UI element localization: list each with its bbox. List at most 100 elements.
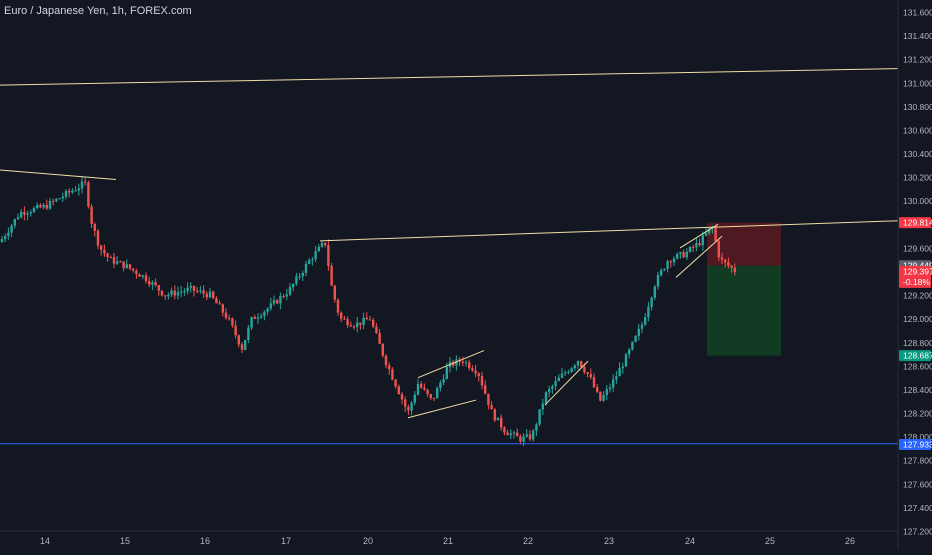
candle-down: [276, 300, 279, 304]
x-tick-label: 23: [604, 536, 614, 546]
candle-up: [4, 236, 7, 240]
candle-up: [186, 287, 189, 292]
candle-down: [192, 285, 196, 291]
candle-down: [144, 275, 148, 282]
candle-down: [68, 191, 71, 193]
candle-up: [666, 261, 669, 269]
candle-up: [615, 376, 618, 380]
trend-line[interactable]: [0, 169, 117, 180]
candle-down: [480, 375, 484, 386]
y-tick-label: 129.600: [903, 243, 932, 253]
trend-line[interactable]: [675, 235, 723, 278]
candle-up: [701, 235, 704, 246]
candle-up: [272, 300, 276, 304]
candle-up: [573, 365, 576, 369]
candle-up: [42, 205, 45, 208]
candle-up: [656, 275, 660, 287]
candle-up: [244, 339, 247, 350]
candle-down: [493, 409, 496, 421]
price-badge-value: 128.687: [903, 351, 932, 361]
trend-line[interactable]: [407, 399, 477, 419]
candle-down: [87, 182, 90, 207]
candle-up: [653, 286, 656, 298]
candle-up: [455, 359, 458, 366]
candle-down: [135, 270, 138, 275]
candle-up: [522, 436, 525, 442]
price-badge-current: [899, 265, 931, 288]
take-profit-zone[interactable]: [707, 265, 781, 356]
trend-line[interactable]: [679, 223, 719, 249]
x-tick-label: 16: [200, 536, 210, 546]
candle-up: [439, 382, 442, 389]
candle-down: [160, 290, 164, 296]
trend-line[interactable]: [417, 350, 485, 379]
trend-line[interactable]: [544, 360, 589, 406]
candle-up: [685, 251, 688, 258]
candle-down: [237, 335, 240, 345]
candle-down: [429, 394, 432, 398]
candle-down: [23, 211, 26, 215]
candle-down: [221, 304, 224, 313]
price-badge-support: [899, 439, 931, 451]
y-tick-label: 129.200: [903, 291, 932, 301]
candle-up: [308, 260, 311, 264]
x-tick-label: 20: [363, 536, 373, 546]
candle-down: [404, 399, 407, 407]
candle-down: [586, 372, 589, 375]
candle-down: [500, 417, 503, 428]
candle-up: [708, 228, 711, 234]
candle-down: [132, 268, 135, 271]
candle-up: [256, 317, 260, 319]
candle-up: [634, 335, 637, 342]
candle-down: [724, 259, 727, 263]
candle-up: [167, 294, 170, 297]
candle-down: [90, 206, 93, 224]
y-tick-label: 130.400: [903, 149, 932, 159]
price-badge-change: -0.18%: [903, 277, 930, 287]
candle-down: [346, 319, 349, 326]
candle-up: [605, 389, 608, 395]
candle-up: [564, 372, 567, 374]
candle-up: [512, 432, 516, 434]
candle-down: [359, 322, 362, 325]
chart-title: Euro / Japanese Yen, 1h, FOREX.com: [4, 5, 192, 17]
candle-down: [100, 245, 103, 250]
x-tick-label: 14: [40, 536, 50, 546]
candle-down: [228, 317, 231, 319]
candle-up: [672, 258, 676, 263]
candle-up: [247, 327, 250, 340]
candle-down: [349, 325, 352, 327]
x-tick-label: 15: [120, 536, 130, 546]
candle-up: [55, 198, 58, 202]
candle-up: [199, 290, 202, 292]
candle-down: [426, 389, 429, 395]
candle-up: [509, 433, 512, 436]
y-tick-label: 128.000: [903, 432, 932, 442]
trend-line[interactable]: [319, 220, 899, 242]
candle-up: [535, 424, 538, 431]
candle-up: [26, 213, 29, 215]
candle-up: [141, 275, 144, 277]
candle-up: [189, 285, 192, 288]
candle-down: [343, 318, 346, 320]
candle-up: [74, 190, 77, 192]
candle-down: [468, 362, 471, 369]
candle-up: [416, 383, 420, 395]
price-badge-target: [899, 350, 931, 362]
candle-down: [714, 227, 717, 242]
candle-up: [58, 198, 61, 200]
candle-down: [128, 264, 132, 269]
candle-down: [224, 312, 228, 318]
y-tick-label: 130.200: [903, 173, 932, 183]
candle-up: [320, 242, 324, 247]
candle-up: [640, 324, 644, 329]
candle-down: [138, 274, 141, 277]
candle-up: [631, 341, 634, 350]
candle-down: [196, 290, 199, 292]
candle-up: [285, 294, 288, 297]
price-badge-value: 129.397: [903, 266, 932, 276]
candle-down: [372, 320, 375, 327]
trend-line[interactable]: [0, 68, 899, 86]
